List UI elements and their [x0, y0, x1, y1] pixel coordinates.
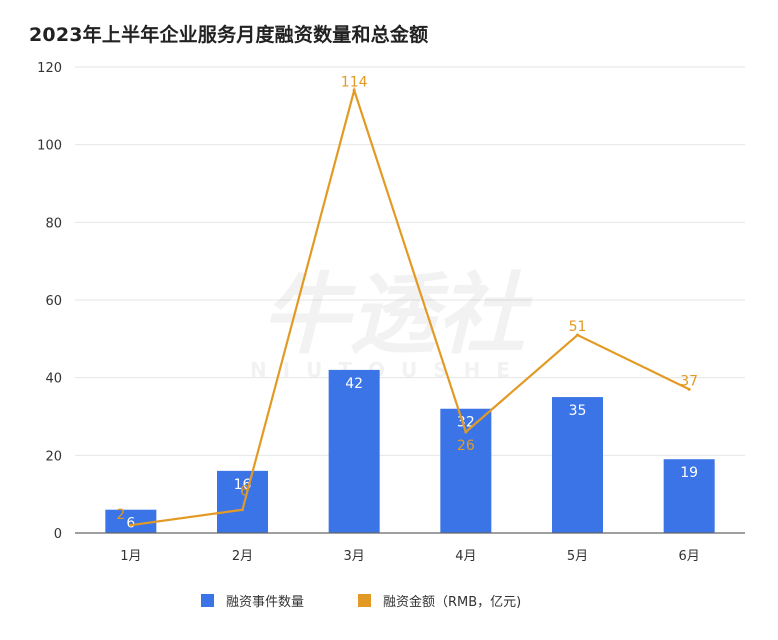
bar: [217, 470, 268, 533]
line-point: [687, 387, 691, 391]
legend-item-bar[interactable]: 融资事件数量: [201, 591, 304, 610]
legend: 融资事件数量 融资金额（RMB，亿元): [0, 591, 778, 613]
legend-swatch-line: [358, 594, 371, 607]
x-tick-label: 1月: [120, 549, 141, 564]
bar-value-label: 35: [569, 403, 587, 419]
bar: [552, 397, 603, 533]
line-point: [352, 88, 356, 92]
legend-item-line[interactable]: 融资金额（RMB，亿元): [358, 591, 521, 610]
line-value-label: 114: [341, 74, 368, 90]
bar-value-label: 32: [457, 415, 475, 431]
y-tick-label: 120: [37, 61, 62, 76]
y-tick-label: 60: [45, 294, 62, 309]
x-tick-label: 5月: [567, 549, 588, 564]
line-series: [130, 86, 690, 527]
line-value-label: 37: [680, 373, 698, 389]
legend-label-bar: 融资事件数量: [226, 595, 305, 610]
bar: [105, 509, 157, 533]
line-value-label: 2: [116, 507, 125, 523]
y-tick-label: 80: [45, 216, 62, 231]
y-tick-label: 100: [37, 139, 62, 154]
bar-value-label: 42: [345, 376, 363, 392]
x-tick-label: 4月: [455, 549, 476, 564]
legend-label-line: 融资金额（RMB，亿元): [383, 595, 522, 610]
line-point: [129, 523, 133, 527]
line-value-label: 26: [457, 438, 475, 454]
x-tick-label: 6月: [679, 549, 700, 564]
line-point: [576, 333, 579, 337]
y-tick-label: 40: [45, 372, 62, 387]
x-tick-label: 2月: [232, 549, 253, 564]
y-tick-label: 20: [45, 449, 62, 464]
bar-value-label: 6: [126, 516, 135, 532]
line-value-label: 51: [569, 319, 587, 335]
line-point: [464, 430, 468, 434]
y-tick-label: 0: [54, 527, 62, 542]
chart-title: 2023年上半年企业服务月度融资数量和总金额: [29, 24, 429, 46]
svg-text:NIUTOUSHE: NIUTOUSHE: [250, 358, 526, 382]
bar: [328, 369, 380, 533]
x-tick-label: 3月: [344, 549, 365, 564]
legend-swatch-bar: [201, 594, 214, 607]
bar-value-label: 19: [680, 465, 698, 481]
line-value-label: 6: [240, 484, 249, 500]
bar: [663, 459, 715, 533]
svg-text:牛透社: 牛透社: [261, 263, 533, 366]
line-point: [241, 508, 244, 512]
